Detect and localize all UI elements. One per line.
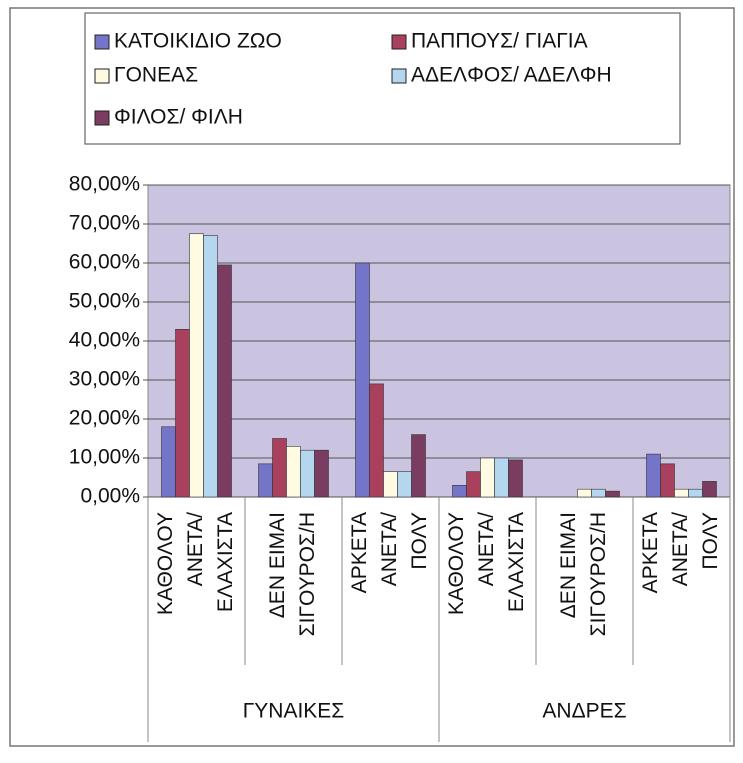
y-tick-label: 40,00% — [69, 329, 140, 352]
bar — [591, 488, 606, 498]
bar — [217, 264, 232, 498]
legend-label: ΓΟΝΕΑΣ — [114, 64, 198, 87]
y-tick-label: 30,00% — [69, 368, 140, 391]
bar — [605, 490, 620, 498]
bar — [452, 484, 467, 498]
bar — [272, 438, 287, 498]
y-tick-label: 10,00% — [69, 446, 140, 469]
legend-label: ΦΙΛΟΣ/ ΦΙΛΗ — [114, 106, 243, 129]
x-tick-label: ΚΑΘΟΛΟΥ — [445, 512, 468, 615]
bar — [189, 233, 204, 498]
bar — [466, 471, 481, 498]
bar — [646, 453, 661, 498]
group-label: ΓΥΝΑΙΚΕΣ — [243, 700, 345, 723]
x-tick-label: ΑΝΕΤΑ/ — [184, 512, 207, 586]
bar — [161, 426, 176, 498]
x-tick-label: ΣΙΓΟΥΡΟΣ/Η — [587, 512, 610, 636]
bar — [258, 463, 273, 498]
x-tick-label: ΔΕΝ ΕΙΜΑΙ — [266, 512, 289, 618]
legend-swatch — [94, 110, 110, 126]
bar — [383, 471, 398, 498]
group-label: ΑΝΔΡΕΣ — [542, 700, 626, 723]
x-tick-label: ΣΙΓΟΥΡΟΣ/Η — [296, 512, 319, 636]
bar — [314, 449, 329, 498]
legend-swatch — [94, 34, 110, 50]
legend-swatch — [391, 68, 407, 84]
bar — [577, 488, 592, 498]
legend-label: ΑΔΕΛΦΟΣ/ ΑΔΕΛΦΗ — [411, 64, 612, 87]
x-tick-label: ΚΑΘΟΛΟΥ — [154, 512, 177, 615]
legend-swatch — [94, 68, 110, 84]
x-tick-label: ΕΛΑΧΙΣΤΑ — [505, 512, 528, 612]
bar — [411, 434, 426, 498]
legend-swatch — [391, 34, 407, 50]
x-tick-label: ΑΡΚΕΤΑ — [348, 512, 371, 593]
bar — [674, 488, 689, 498]
bar — [369, 383, 384, 498]
bar — [355, 262, 370, 498]
y-tick-label: 0,00% — [80, 485, 140, 508]
x-tick-label: ΑΝΕΤΑ/ — [669, 512, 692, 586]
bar — [397, 471, 412, 498]
bar — [688, 488, 703, 498]
bar — [175, 328, 190, 498]
x-tick-label: ΕΛΑΧΙΣΤΑ — [214, 512, 237, 612]
x-tick-label: ΑΡΚΕΤΑ — [639, 512, 662, 593]
y-tick-label: 70,00% — [69, 212, 140, 235]
bar — [702, 481, 717, 498]
bar — [660, 463, 675, 498]
legend-box — [84, 12, 681, 145]
bar — [300, 449, 315, 498]
legend-label: ΠΑΠΠΟΥΣ/ ΓΙΑΓΙΑ — [411, 30, 588, 53]
y-tick-label: 60,00% — [69, 251, 140, 274]
y-tick-label: 20,00% — [69, 407, 140, 430]
x-tick-label: ΠΟΛΥ — [699, 512, 722, 570]
bar — [494, 457, 509, 498]
y-tick-label: 80,00% — [69, 173, 140, 196]
x-tick-label: ΠΟΛΥ — [408, 512, 431, 570]
x-tick-label: ΑΝΕΤΑ/ — [378, 512, 401, 586]
bar — [508, 459, 523, 498]
legend-label: ΚΑΤΟΙΚΙΔΙΟ ΖΩΟ — [114, 30, 282, 53]
x-tick-label: ΑΝΕΤΑ/ — [475, 512, 498, 586]
bar — [286, 445, 301, 498]
bar — [203, 235, 218, 498]
y-tick-label: 50,00% — [69, 290, 140, 313]
x-tick-label: ΔΕΝ ΕΙΜΑΙ — [557, 512, 580, 618]
bar — [480, 457, 495, 498]
